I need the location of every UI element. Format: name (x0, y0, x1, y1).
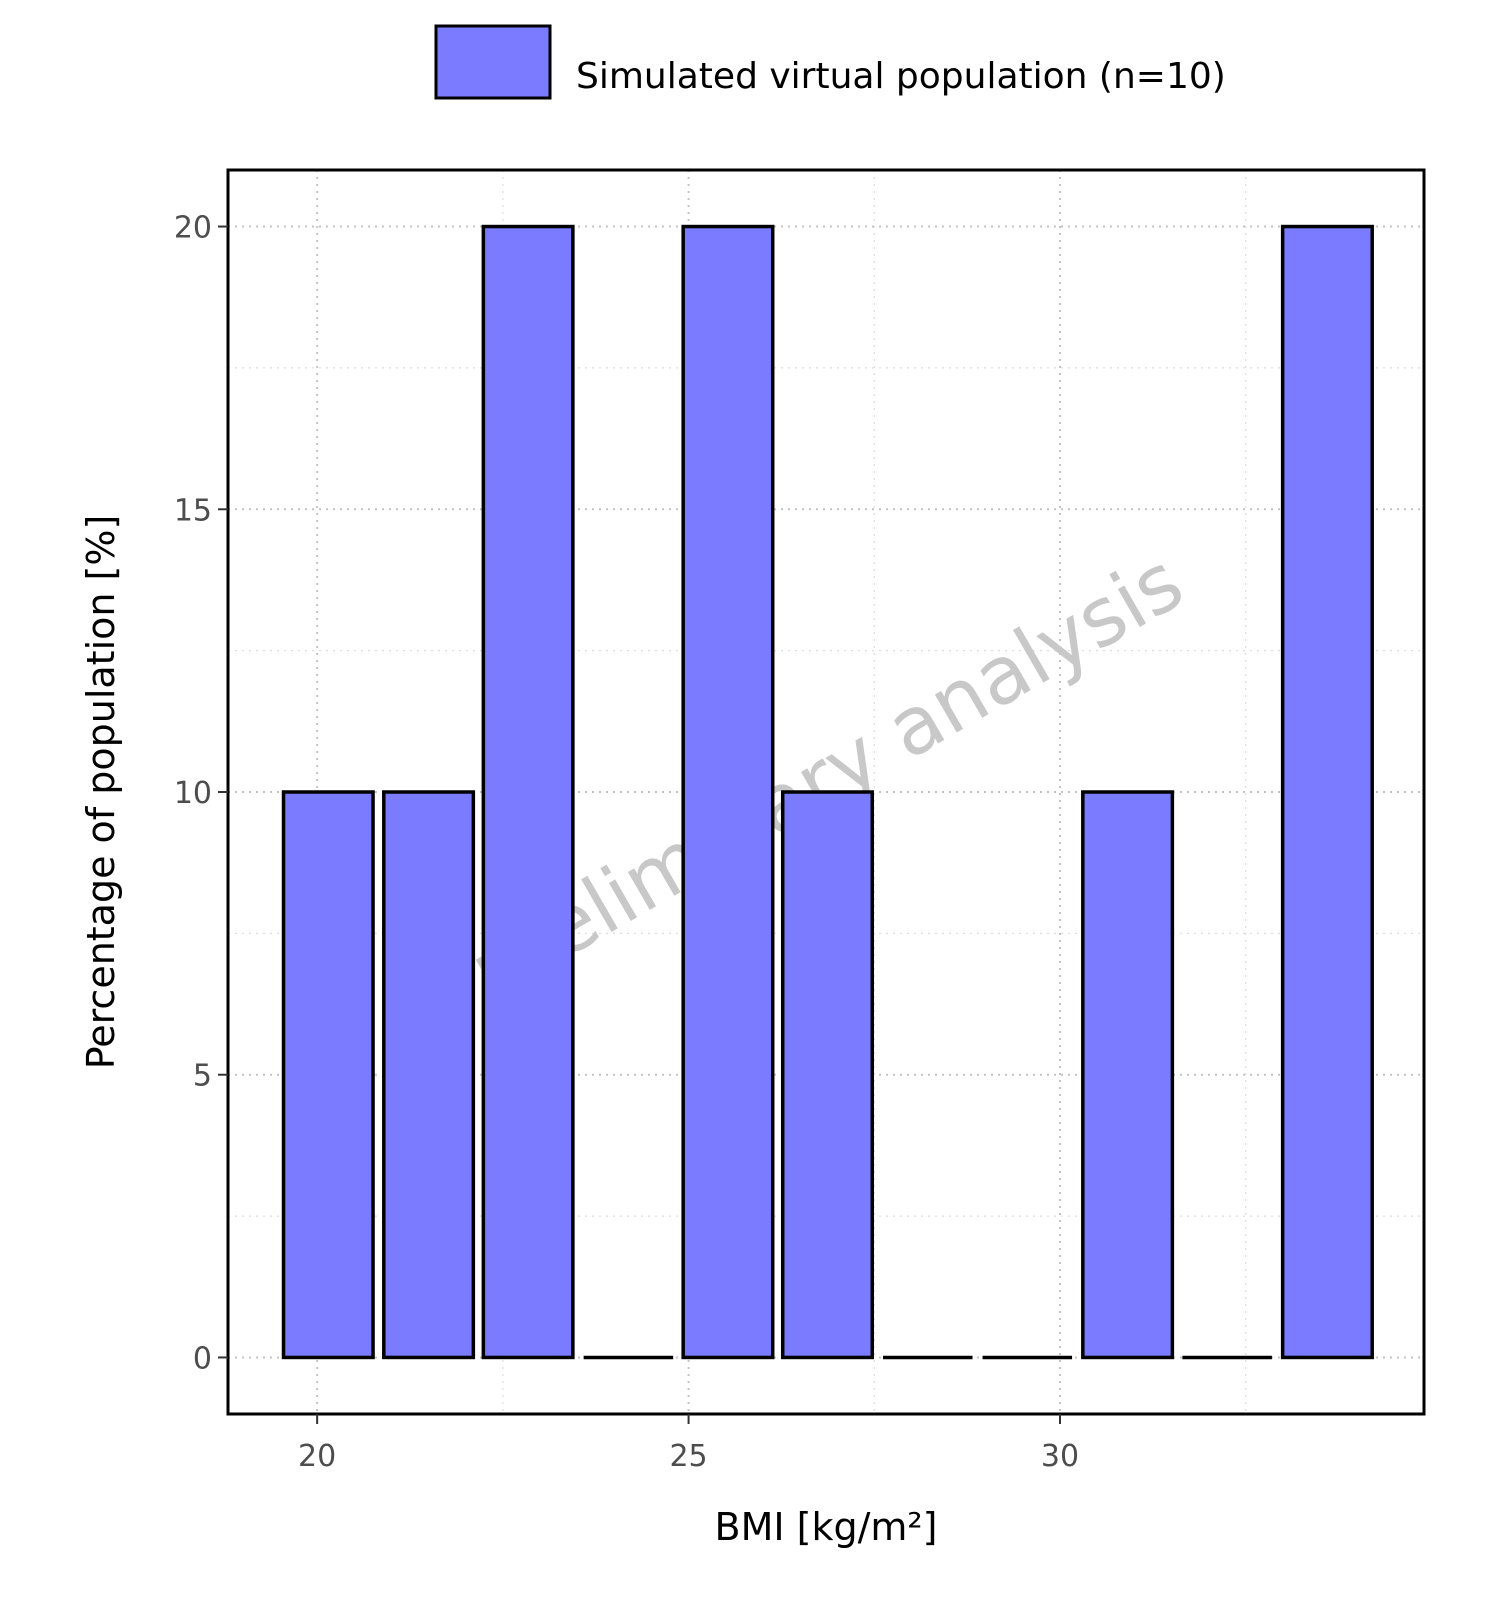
y-tick-label: 20 (174, 211, 212, 246)
histogram-bar (681, 224, 775, 1360)
histogram-bar (1081, 790, 1175, 1360)
x-tick-label: 25 (669, 1439, 707, 1474)
histogram-bar (1280, 224, 1374, 1360)
x-axis: 20 25 30 (298, 1414, 1079, 1474)
plot-panel: preliminary analysis (226, 168, 1426, 1416)
y-axis: 0 5 10 15 20 (174, 211, 228, 1376)
histogram-bar (281, 790, 375, 1360)
x-tick-label: 30 (1041, 1439, 1079, 1474)
y-tick-label: 0 (193, 1341, 212, 1376)
histogram-bar (481, 224, 575, 1360)
y-axis-title: Percentage of population [%] (79, 515, 123, 1070)
bars (281, 224, 1374, 1360)
y-tick-label: 10 (174, 776, 212, 811)
y-tick-label: 5 (193, 1059, 212, 1094)
x-axis-title: BMI [kg/m²] (715, 1505, 938, 1549)
histogram-bar (780, 790, 875, 1360)
legend-label: Simulated virtual population (n=10) (576, 56, 1226, 97)
legend: Simulated virtual population (n=10) (434, 24, 1226, 100)
legend-swatch (434, 24, 552, 100)
y-tick-label: 15 (174, 493, 212, 528)
histogram-bar (382, 790, 476, 1360)
x-tick-label: 20 (298, 1439, 336, 1474)
